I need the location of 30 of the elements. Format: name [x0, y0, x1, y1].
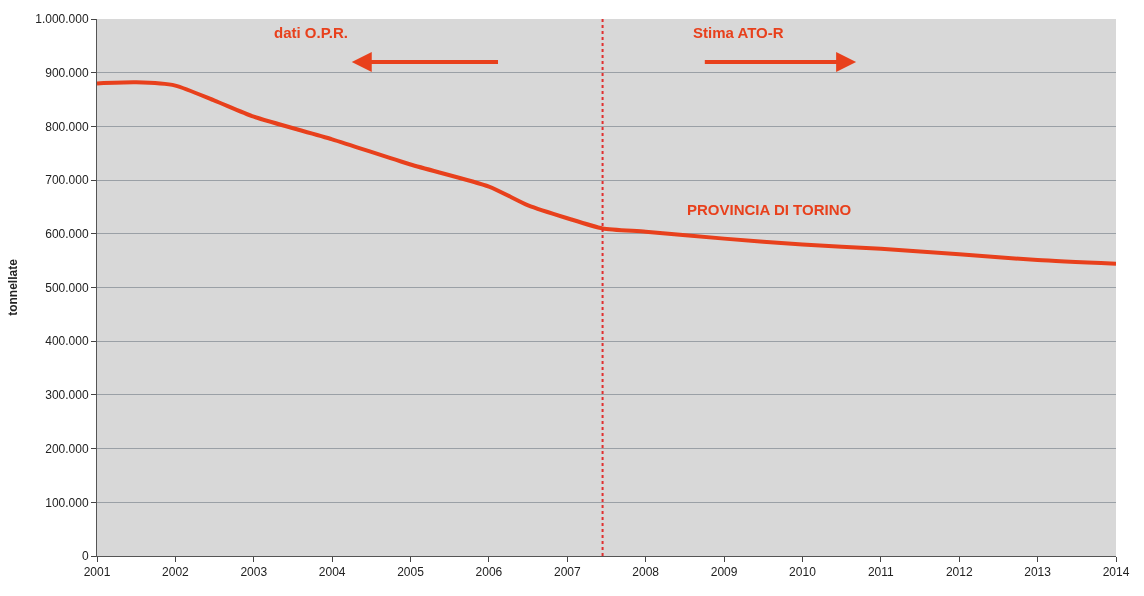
y-tick-label: 900.000 [45, 65, 89, 80]
y-tick-label: 1.000.000 [35, 12, 89, 27]
x-tick-label: 2010 [789, 565, 817, 580]
annotation: dati O.P.R. [274, 24, 348, 41]
x-tick-label: 2012 [945, 565, 973, 580]
y-axis-title: tonnellate [5, 258, 20, 316]
x-tick-label: 2013 [1024, 565, 1052, 580]
x-tick-label: 2004 [318, 565, 346, 580]
x-tick-label: 2011 [867, 565, 895, 580]
x-tick-label: 2008 [632, 565, 660, 580]
line-series [97, 80, 1116, 266]
y-tick-label: 800.000 [45, 119, 89, 134]
x-tick-label: 2005 [397, 565, 425, 580]
x-tick-label: 2007 [553, 565, 581, 580]
y-tick-label: 500.000 [45, 280, 89, 295]
x-tick-label: 2003 [240, 565, 268, 580]
x-tick-label: 2009 [710, 565, 738, 580]
y-tick-label: 600.000 [45, 227, 89, 241]
x-tick-label: 2006 [475, 565, 503, 580]
y-tick-label: 400.000 [45, 334, 89, 349]
y-tick-label: 300.000 [45, 388, 89, 403]
annotation: PROVINCIA DI TORINO [687, 201, 852, 218]
y-tick-label: 200.000 [45, 441, 89, 456]
x-tick-label: 2001 [83, 565, 111, 580]
y-tick-label: 100.000 [45, 495, 89, 510]
x-tick-label: 2014 [1102, 565, 1130, 580]
y-tick-label: 0 [81, 549, 89, 564]
annotation: Stima ATO-R [693, 24, 784, 41]
y-tick-label: 700.000 [45, 173, 89, 188]
x-tick-label: 2002 [162, 565, 190, 580]
